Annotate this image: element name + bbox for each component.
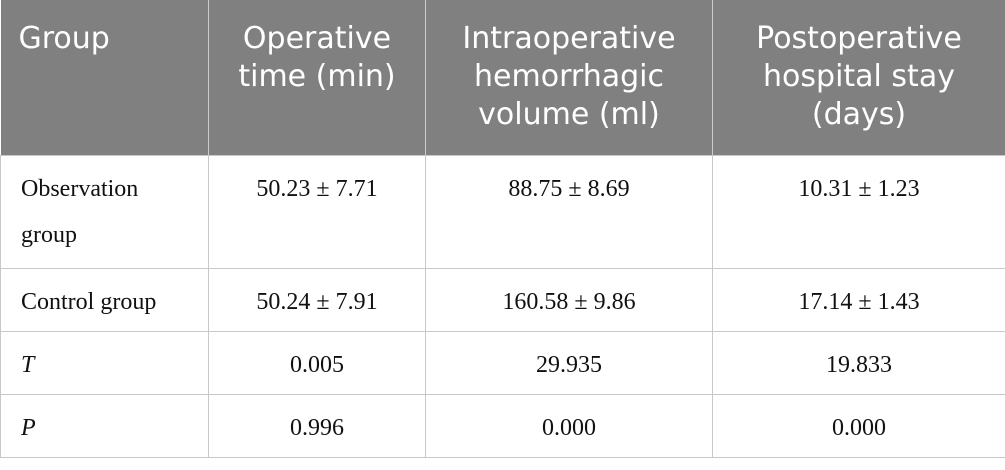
table-row: Control group 50.24 ± 7.91 160.58 ± 9.86 17… [0, 267, 1005, 332]
table-row: Observation group 50.23 ± 7.71 88.75 ± 8.6… [0, 154, 1005, 269]
cell: 50.24 ± 7.91 [208, 267, 426, 332]
table-row: T 0.005 29.935 19.833 [0, 330, 1005, 395]
cell: 0.996 [208, 393, 426, 458]
table-row: P 0.996 0.000 0.000 [0, 393, 1005, 458]
header-row: Group Operative time (min) Intraoperative he… [0, 0, 1005, 155]
header-line: volume (ml) [478, 97, 660, 132]
header-line: Group [18, 21, 110, 56]
header-cell: Intraoperative hemorrhagic volume (ml) [425, 0, 713, 155]
cell: 50.23 ± 7.71 [208, 154, 426, 269]
row-label: T [0, 330, 209, 395]
header-line: time (min) [238, 59, 396, 94]
header-cell: Group [0, 0, 209, 155]
table-body: Observation group 50.23 ± 7.71 88.75 ± 8.6… [0, 154, 1005, 458]
results-table: Group Operative time (min) Intraoperative he… [0, 0, 1005, 458]
cell: 10.31 ± 1.23 [712, 154, 1005, 269]
header-line: Intraoperative [462, 21, 676, 56]
header-cell: Postoperative hospital stay (days) [712, 0, 1005, 155]
header-line: hospital stay [763, 59, 955, 94]
header-line: Operative [242, 21, 392, 56]
header-line: (days) [811, 97, 907, 132]
cell: 88.75 ± 8.69 [425, 154, 713, 269]
header-cell: Operative time (min) [208, 0, 426, 155]
cell: 160.58 ± 9.86 [425, 267, 713, 332]
cell: 0.000 [425, 393, 713, 458]
table-header: Group Operative time (min) Intraoperative he… [0, 0, 1005, 155]
cell: 0.005 [208, 330, 426, 395]
cell: 0.000 [712, 393, 1005, 458]
row-label: Control group [0, 267, 209, 332]
cell: 19.833 [712, 330, 1005, 395]
cell: 29.935 [425, 330, 713, 395]
cell: 17.14 ± 1.43 [712, 267, 1005, 332]
header-line: Postoperative [756, 21, 962, 56]
header-line: hemorrhagic [474, 59, 664, 94]
row-label: P [0, 393, 209, 458]
row-label: Observation group [0, 154, 209, 269]
